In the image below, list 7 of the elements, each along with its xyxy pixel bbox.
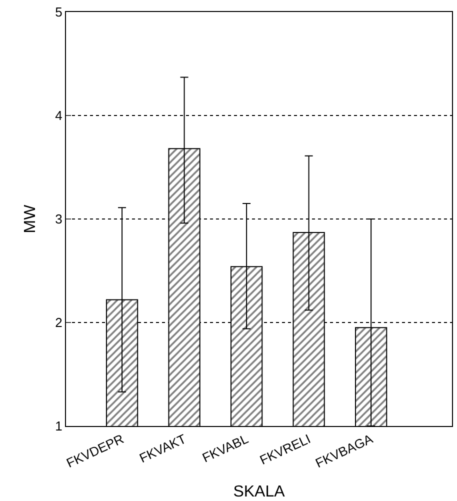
y-tick-label: 1 — [55, 418, 62, 434]
y-tick-label: 3 — [55, 212, 62, 227]
y-tick-label: 4 — [55, 108, 62, 124]
x-axis-title: SKALA — [233, 483, 286, 500]
y-tick-label: 2 — [55, 315, 62, 330]
y-axis-title: MW — [22, 204, 40, 234]
y-tick-label: 5 — [55, 4, 62, 20]
